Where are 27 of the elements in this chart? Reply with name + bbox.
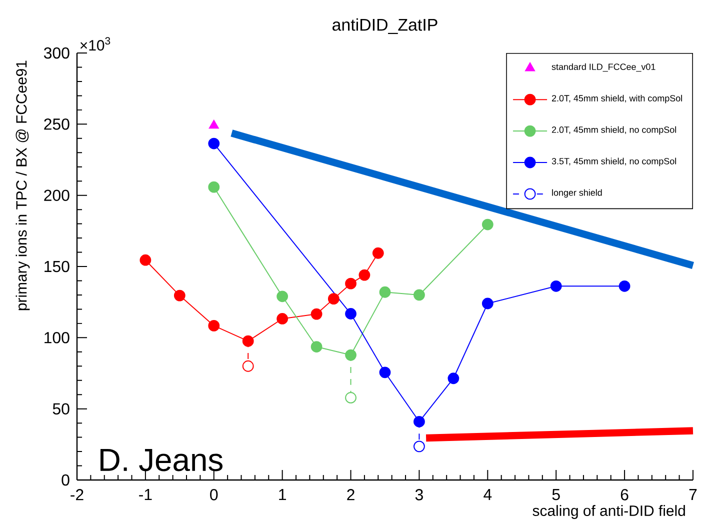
legend-label: 3.5T, 45mm shield, no compSol <box>552 158 676 166</box>
x-axis-title: scaling of anti-DID field <box>532 505 685 519</box>
legend-label: 2.0T, 45mm shield, with compSol <box>552 94 682 104</box>
y-tick-label: 300 <box>44 47 70 59</box>
x-tick-label: -2 <box>70 489 84 500</box>
y-tick-label: 200 <box>44 190 70 201</box>
x-tick-label: 2 <box>347 489 354 500</box>
y-tick-label: 100 <box>44 332 70 344</box>
y-axis-title: primary ions in TPC / BX @ FCCee91 <box>16 60 30 310</box>
legend-label: longer shield <box>552 189 602 198</box>
y-tick-label: 0 <box>62 474 70 486</box>
x-tick-label: 7 <box>689 489 697 500</box>
legend-label: standard ILD_FCCee_v01 <box>552 63 656 72</box>
annotation: D. Jeans <box>100 448 222 472</box>
x-tick-label: 3 <box>415 489 423 500</box>
y-tick-label: 50 <box>52 403 70 414</box>
chart-title: antiDID_ZatIP <box>332 18 438 34</box>
y-tick-label: 150 <box>44 260 70 272</box>
x-tick-label: 4 <box>484 489 492 500</box>
text: ×10$^{3}$ <box>80 37 110 51</box>
legend-label: 2.0T, 45mm shield, no compSol <box>552 126 676 135</box>
x-tick-label: -1 <box>139 489 152 500</box>
x-tick-label: 0 <box>210 489 218 500</box>
x-tick-label: 5 <box>552 489 560 500</box>
x-tick-label: 6 <box>620 489 628 500</box>
x-tick-label: 1 <box>279 489 286 500</box>
y-tick-label: 250 <box>44 118 70 130</box>
